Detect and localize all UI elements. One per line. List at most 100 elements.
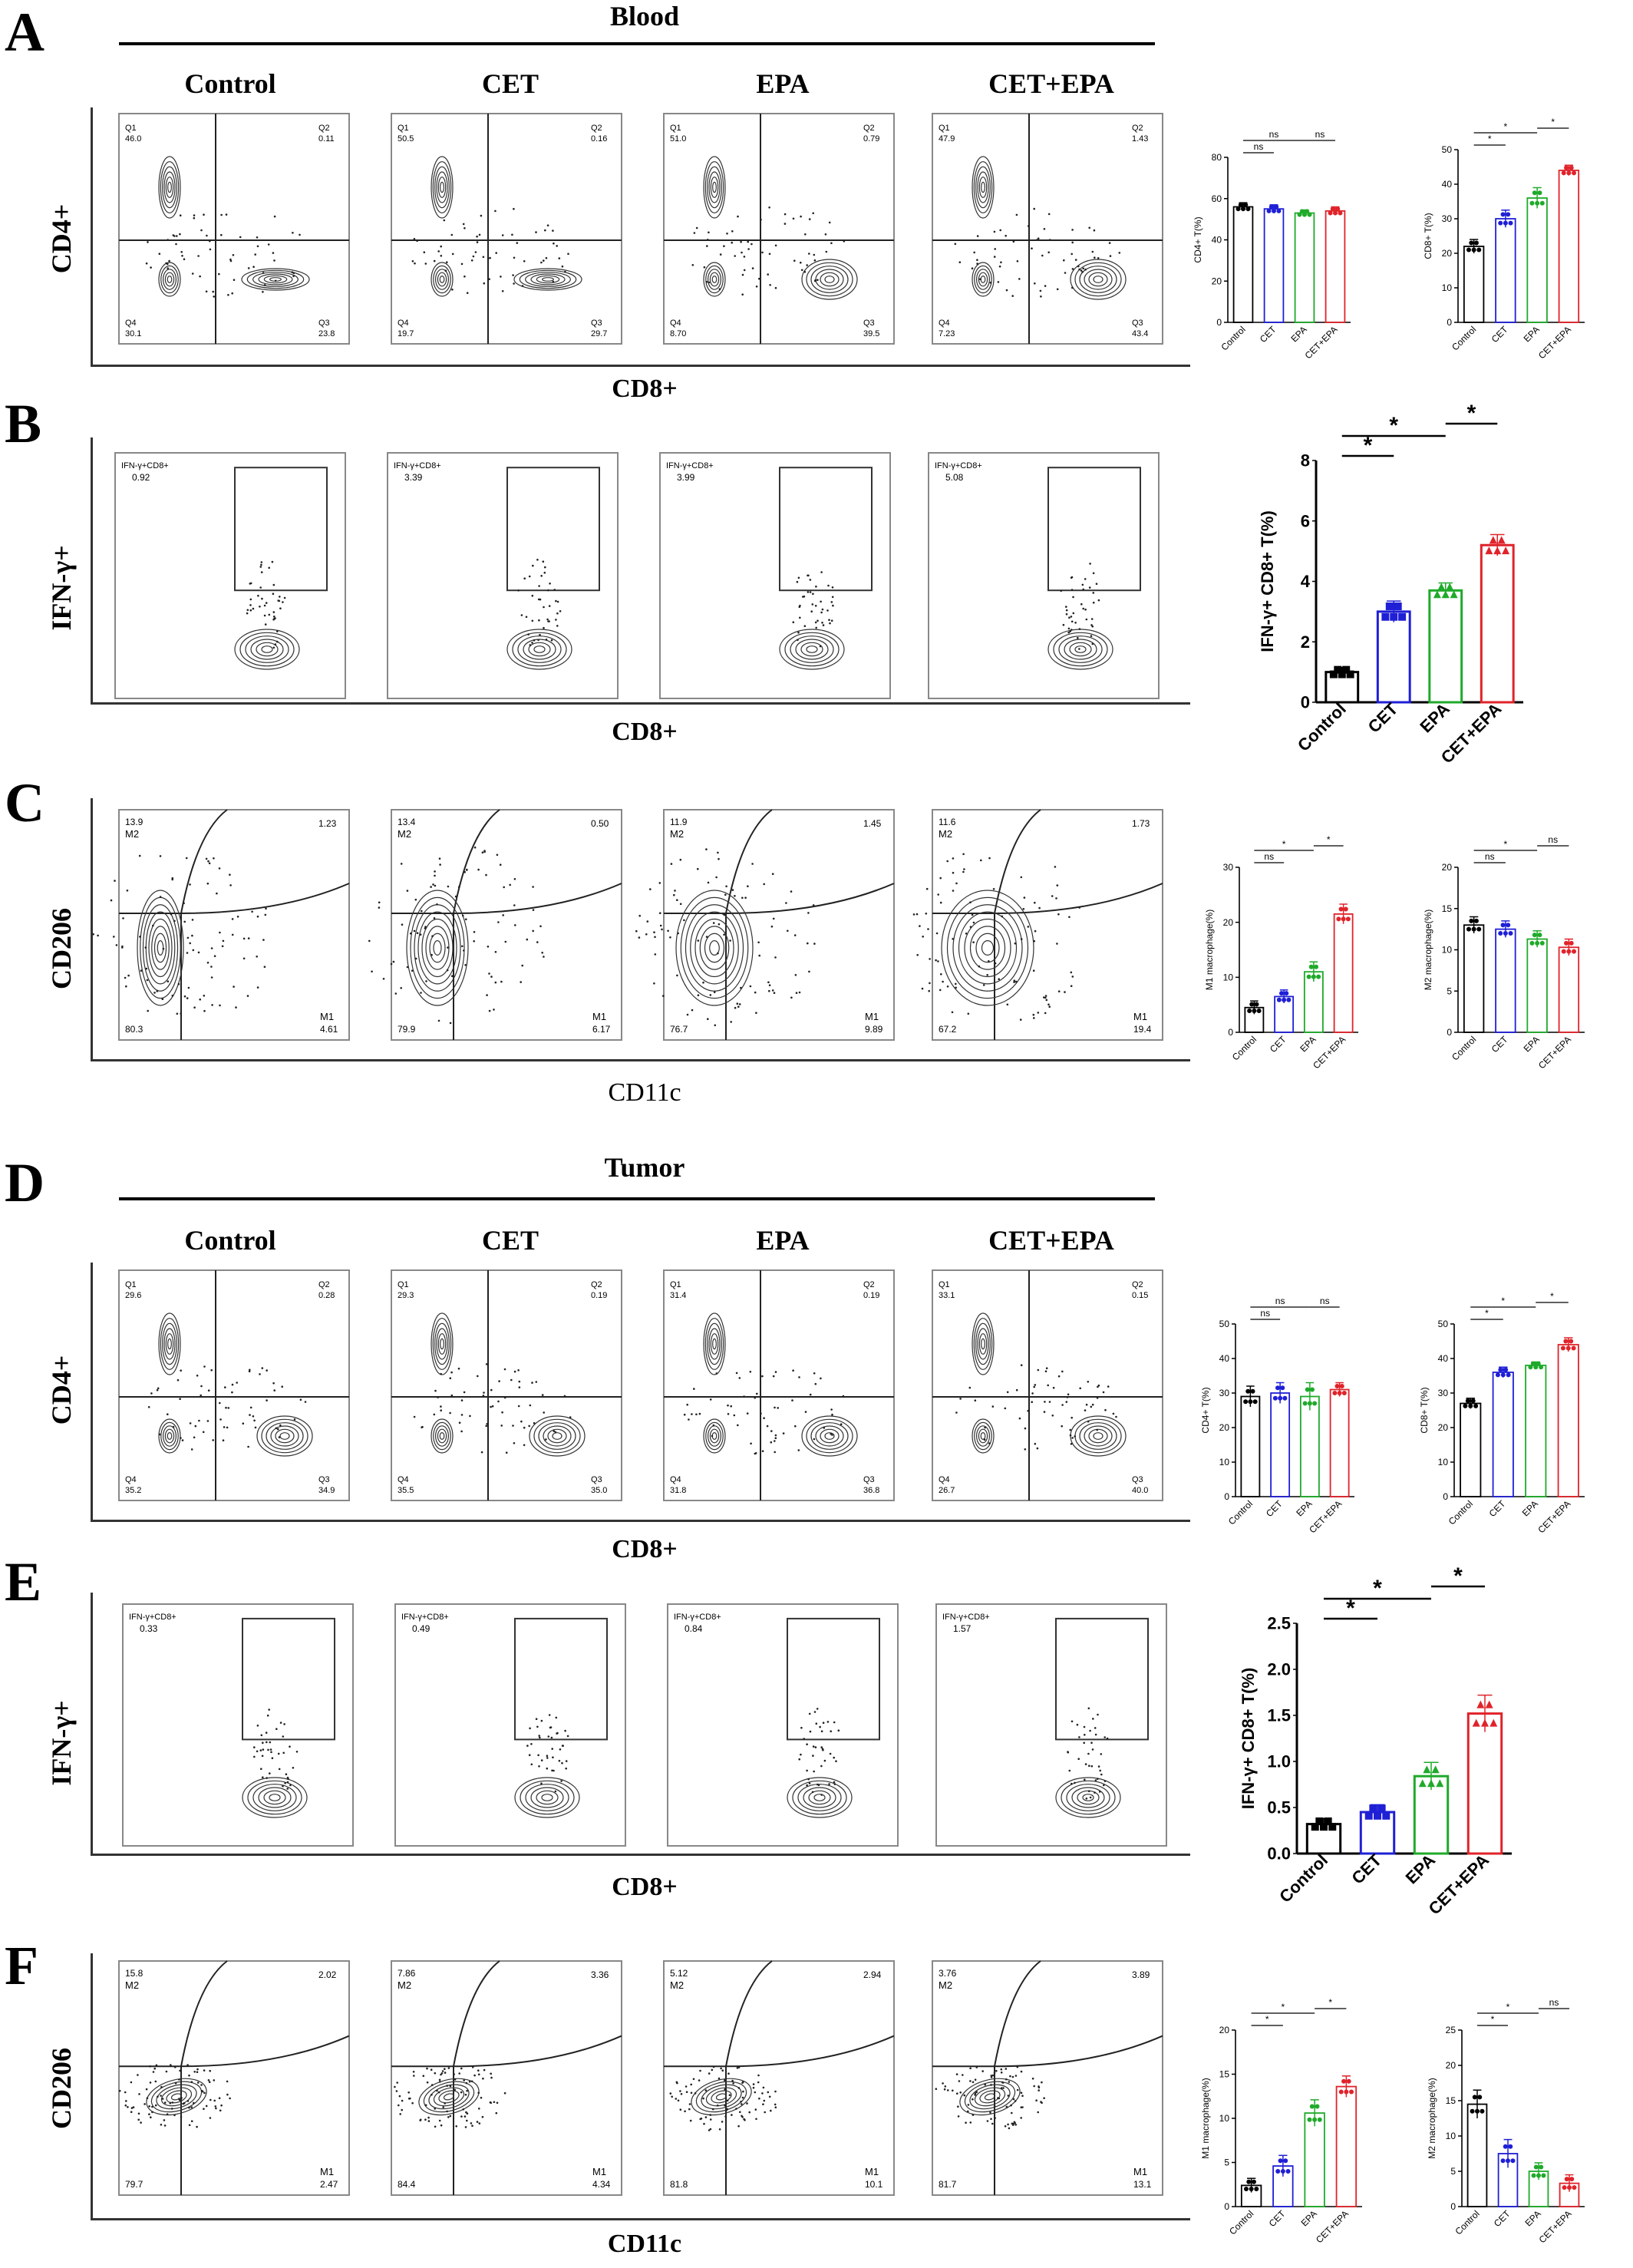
m1-label: M1 bbox=[592, 2166, 606, 2177]
event-dot bbox=[412, 2071, 415, 2073]
gate-curve-v bbox=[994, 1960, 1041, 2195]
bar-cet bbox=[1495, 928, 1516, 1033]
ylabel-e-text: IFN-γ+ bbox=[46, 1700, 77, 1786]
q2-label: Q2 bbox=[591, 1280, 602, 1289]
event-dot bbox=[482, 2077, 484, 2080]
event-dot bbox=[661, 928, 663, 931]
gate-curve-v bbox=[725, 809, 773, 1040]
data-point bbox=[1510, 2158, 1516, 2164]
event-dot bbox=[955, 1411, 958, 1414]
event-dot bbox=[529, 1404, 532, 1407]
event-dot bbox=[739, 2111, 741, 2114]
contour-ring bbox=[972, 1418, 995, 1454]
event-dot bbox=[232, 254, 235, 256]
event-dot bbox=[193, 214, 196, 216]
event-dot bbox=[1100, 1773, 1103, 1776]
event-dot bbox=[840, 1423, 843, 1425]
data-point bbox=[1433, 590, 1441, 599]
event-dot bbox=[1000, 2068, 1003, 2071]
event-dot bbox=[430, 2068, 433, 2071]
event-dot bbox=[1081, 583, 1084, 586]
event-dot bbox=[1040, 2101, 1042, 2103]
plot-border bbox=[667, 1603, 899, 1847]
event-dot bbox=[203, 1365, 206, 1368]
event-dot bbox=[464, 275, 466, 278]
contour-ring bbox=[162, 1425, 176, 1447]
event-dot bbox=[477, 1375, 479, 1378]
event-dot bbox=[958, 2080, 961, 2082]
data-point bbox=[1235, 206, 1241, 212]
contour-ring bbox=[703, 1418, 726, 1454]
event-dot bbox=[282, 1751, 285, 1755]
event-dot bbox=[1043, 228, 1046, 230]
event-dot bbox=[741, 251, 743, 254]
event-dot bbox=[1087, 1381, 1090, 1383]
contour-ring bbox=[160, 2087, 193, 2107]
q3-label: Q3 bbox=[318, 319, 330, 328]
event-dot bbox=[220, 213, 223, 216]
event-dot bbox=[1011, 2111, 1013, 2114]
event-dot bbox=[1072, 596, 1074, 599]
event-dot bbox=[784, 223, 787, 225]
event-dot bbox=[988, 857, 991, 860]
data-point bbox=[1571, 1345, 1576, 1351]
event-dot bbox=[513, 904, 516, 906]
data-point bbox=[1500, 2158, 1506, 2164]
q3-value: 29.7 bbox=[591, 329, 607, 338]
event-dot bbox=[1014, 2121, 1016, 2124]
event-dot bbox=[782, 1432, 785, 1434]
data-point bbox=[1252, 1399, 1258, 1405]
event-dot bbox=[928, 989, 930, 992]
event-dot bbox=[1094, 1779, 1097, 1781]
event-dot bbox=[1080, 269, 1083, 272]
event-dot bbox=[1018, 278, 1021, 280]
event-dot bbox=[1051, 895, 1054, 897]
y-axis-label: CD8+ T(%) bbox=[1419, 1387, 1430, 1433]
plot-border bbox=[391, 1960, 622, 2196]
significance-label: * bbox=[1364, 433, 1373, 458]
contour-ring bbox=[810, 266, 849, 293]
event-dot bbox=[1057, 913, 1060, 916]
event-dot bbox=[179, 233, 181, 236]
contour-ring bbox=[247, 1780, 302, 1815]
event-dot bbox=[471, 2066, 474, 2068]
event-dot bbox=[546, 224, 549, 226]
event-dot bbox=[1077, 1758, 1080, 1760]
contour-ring bbox=[433, 1421, 451, 1451]
event-dot bbox=[712, 2065, 715, 2068]
event-dot bbox=[708, 2072, 711, 2075]
event-dot bbox=[990, 2075, 993, 2077]
significance-label: * bbox=[1550, 1291, 1554, 1302]
event-dot bbox=[1069, 630, 1071, 632]
data-point bbox=[1390, 612, 1398, 621]
flow-plot-b-1: IFN-γ+CD8+3.39 bbox=[387, 452, 619, 699]
event-dot bbox=[424, 262, 427, 265]
event-dot bbox=[792, 621, 795, 623]
event-dot bbox=[261, 1755, 264, 1758]
event-dot bbox=[472, 255, 475, 258]
event-dot bbox=[483, 850, 486, 852]
event-dot bbox=[1071, 976, 1074, 978]
event-dot bbox=[284, 1782, 286, 1784]
y-tick-label: 5 bbox=[1447, 985, 1452, 996]
data-point bbox=[1500, 212, 1506, 217]
gate-box bbox=[1047, 467, 1141, 592]
event-dot bbox=[915, 913, 919, 916]
event-dot bbox=[272, 593, 275, 595]
contour-ring bbox=[820, 1428, 840, 1444]
event-dot bbox=[766, 1425, 769, 1428]
contour-ring bbox=[972, 1312, 995, 1375]
event-dot bbox=[972, 921, 975, 924]
event-dot bbox=[989, 282, 992, 284]
event-dot bbox=[447, 946, 449, 949]
event-dot bbox=[167, 1413, 169, 1415]
event-dot bbox=[464, 2126, 467, 2128]
event-dot bbox=[454, 2088, 456, 2091]
gate-value: 1.57 bbox=[953, 1623, 972, 1634]
data-point bbox=[1279, 991, 1285, 996]
y-tick-label: 0 bbox=[1443, 1491, 1448, 1502]
event-dot bbox=[118, 2089, 121, 2092]
event-dot bbox=[1045, 999, 1048, 1002]
event-dot bbox=[1043, 996, 1045, 999]
